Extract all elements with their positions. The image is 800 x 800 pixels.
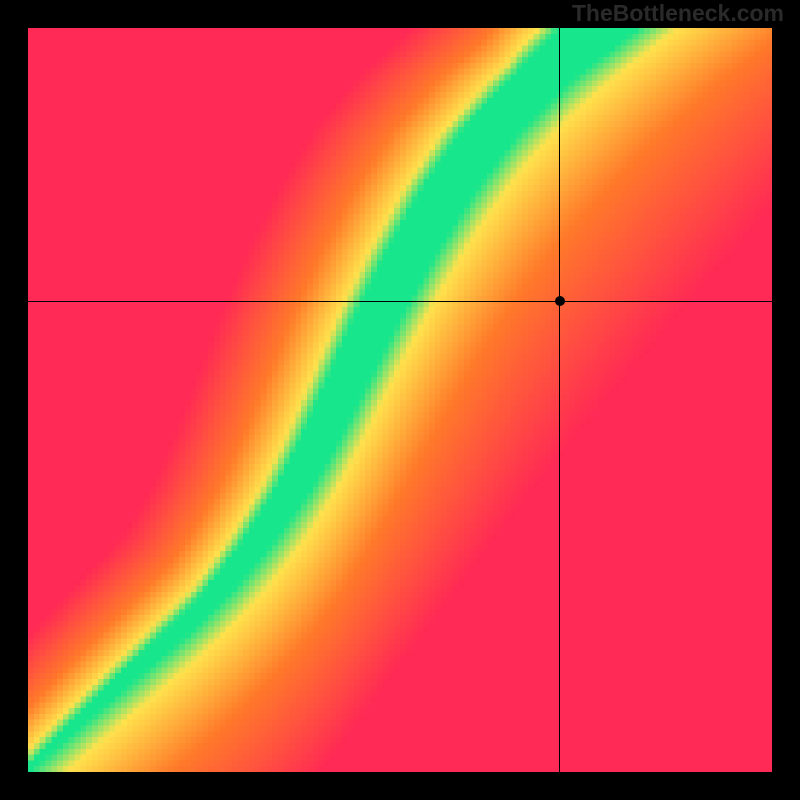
watermark-text: TheBottleneck.com bbox=[572, 0, 784, 27]
crosshair-marker bbox=[555, 296, 565, 306]
crosshair-horizontal bbox=[28, 301, 772, 302]
chart-container: TheBottleneck.com bbox=[0, 0, 800, 800]
crosshair-vertical bbox=[559, 28, 560, 772]
bottleneck-heatmap bbox=[28, 28, 772, 772]
